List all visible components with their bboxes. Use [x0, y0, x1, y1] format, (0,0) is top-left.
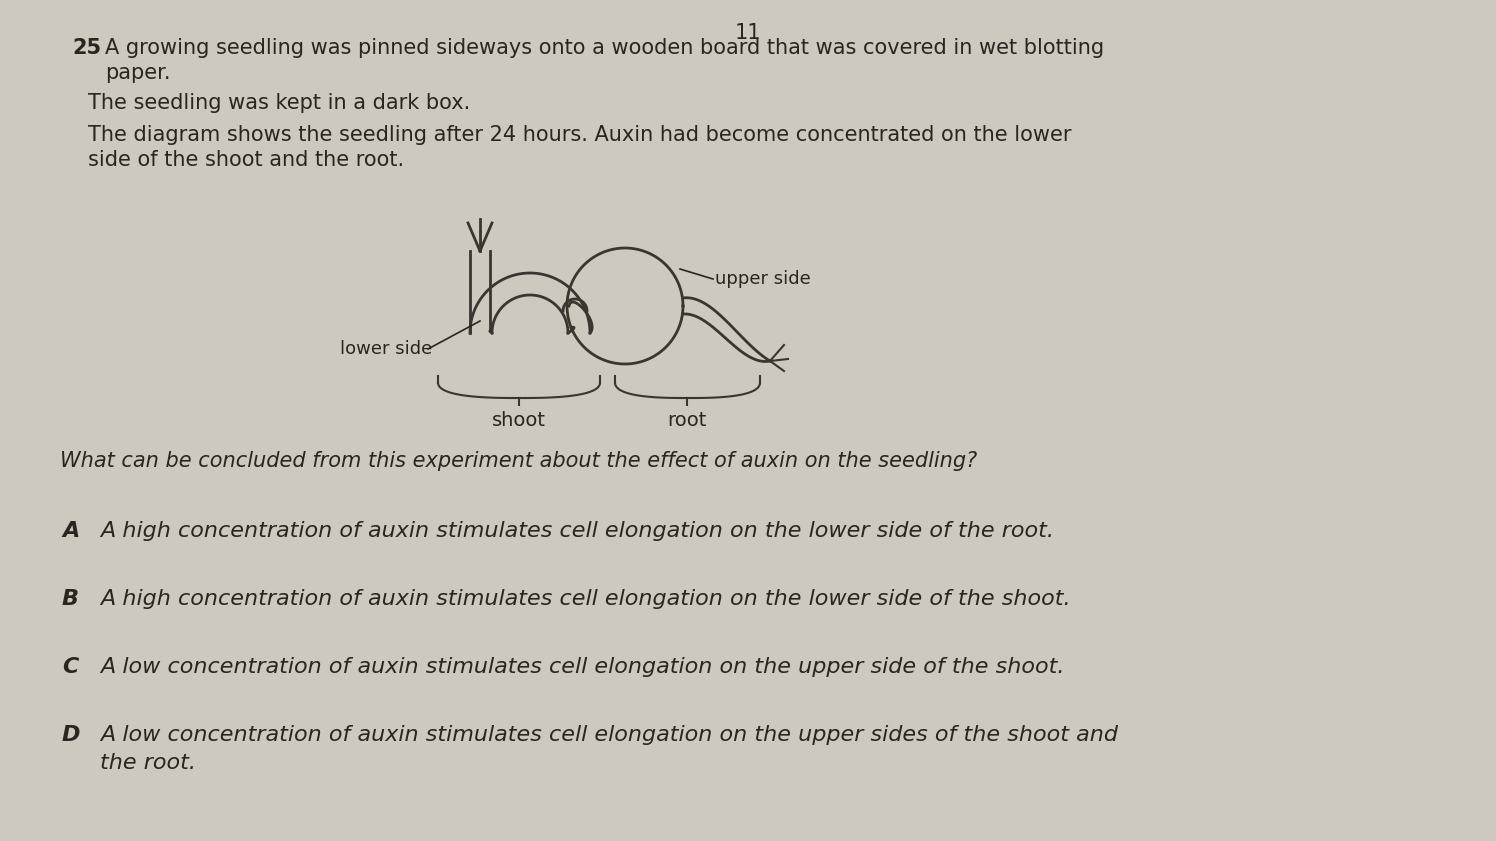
Text: C: C	[61, 657, 78, 677]
Text: B: B	[61, 589, 79, 609]
Text: upper side: upper side	[715, 270, 811, 288]
Text: The diagram shows the seedling after 24 hours. Auxin had become concentrated on : The diagram shows the seedling after 24 …	[88, 125, 1071, 145]
Text: 11: 11	[735, 23, 761, 43]
Text: The seedling was kept in a dark box.: The seedling was kept in a dark box.	[88, 93, 470, 113]
Text: root: root	[667, 411, 706, 430]
Text: lower side: lower side	[340, 340, 432, 358]
Text: A: A	[61, 521, 79, 541]
Text: shoot: shoot	[492, 411, 546, 430]
Text: A growing seedling was pinned sideways onto a wooden board that was covered in w: A growing seedling was pinned sideways o…	[105, 38, 1104, 58]
Text: side of the shoot and the root.: side of the shoot and the root.	[88, 150, 404, 170]
Text: A high concentration of auxin stimulates cell elongation on the lower side of th: A high concentration of auxin stimulates…	[100, 589, 1071, 609]
Text: A low concentration of auxin stimulates cell elongation on the upper sides of th: A low concentration of auxin stimulates …	[100, 725, 1118, 745]
Text: paper.: paper.	[105, 63, 171, 83]
Text: A high concentration of auxin stimulates cell elongation on the lower side of th: A high concentration of auxin stimulates…	[100, 521, 1055, 541]
Text: A low concentration of auxin stimulates cell elongation on the upper side of the: A low concentration of auxin stimulates …	[100, 657, 1065, 677]
Text: D: D	[61, 725, 81, 745]
Text: the root.: the root.	[100, 753, 196, 773]
Text: 25: 25	[72, 38, 102, 58]
Text: What can be concluded from this experiment about the effect of auxin on the seed: What can be concluded from this experime…	[60, 451, 977, 471]
